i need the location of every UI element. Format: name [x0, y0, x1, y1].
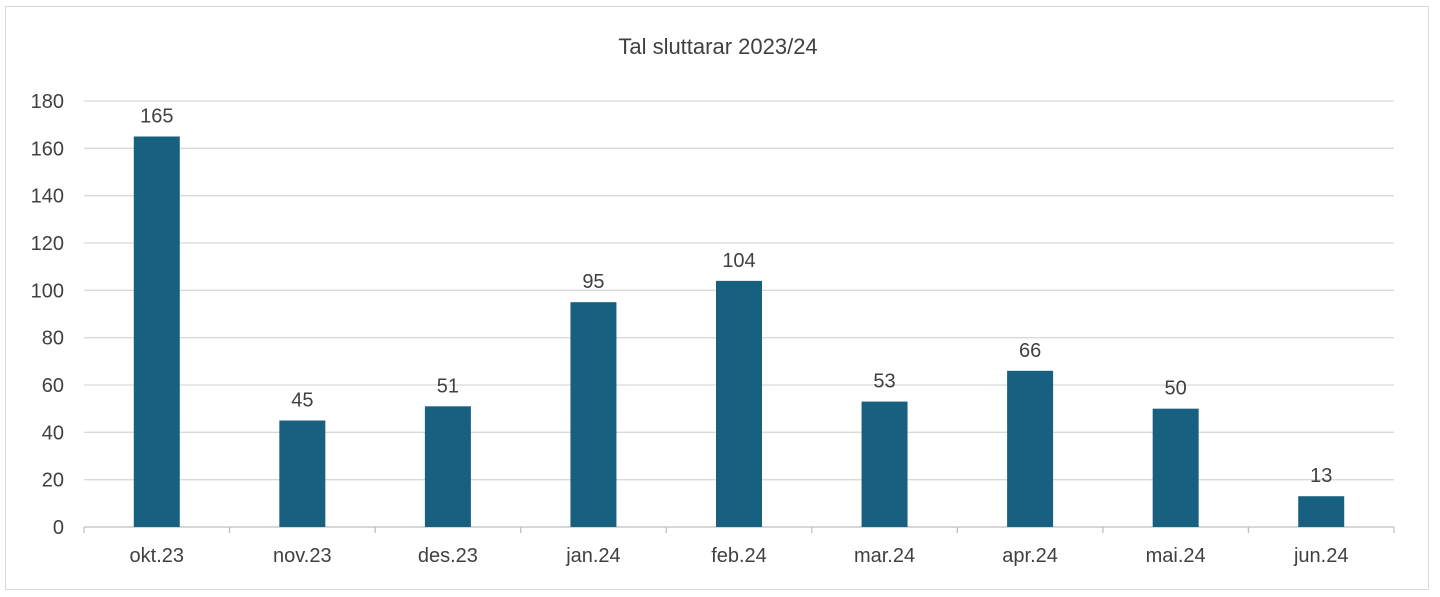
x-tick-label: mar.24	[854, 545, 915, 567]
bar	[1298, 496, 1344, 527]
bar	[1153, 409, 1199, 527]
data-label: 95	[582, 271, 604, 293]
bar	[862, 402, 908, 527]
bar	[279, 421, 325, 528]
y-tick-label: 120	[31, 233, 64, 255]
x-axis	[84, 527, 1394, 533]
data-label: 51	[437, 375, 459, 397]
data-label: 66	[1019, 340, 1041, 362]
x-tick-label: jan.24	[565, 545, 621, 567]
bar	[716, 281, 762, 527]
x-tick-label: okt.23	[130, 545, 184, 567]
y-tick-label: 20	[42, 470, 64, 492]
x-tick-label: mai.24	[1146, 545, 1206, 567]
x-tick-label: feb.24	[711, 545, 767, 567]
y-axis-tick-labels: 0 20 40 60 80 100 120 140 160 180	[31, 91, 64, 539]
x-tick-label: des.23	[418, 545, 478, 567]
y-tick-label: 80	[42, 328, 64, 350]
x-tick-label: jun.24	[1293, 545, 1349, 567]
data-label: 50	[1165, 378, 1187, 400]
bar	[570, 302, 616, 527]
x-tick-label: apr.24	[1002, 545, 1058, 567]
y-tick-label: 140	[31, 186, 64, 208]
chart-title: Tal sluttarar 2023/24	[618, 34, 817, 59]
bar	[134, 137, 180, 528]
y-tick-label: 60	[42, 375, 64, 397]
data-label: 13	[1310, 465, 1332, 487]
y-tick-label: 100	[31, 280, 64, 302]
data-label: 45	[291, 390, 313, 412]
data-label: 165	[140, 106, 173, 128]
x-axis-tick-labels: okt.23 nov.23 des.23 jan.24 feb.24 mar.24 apr.…	[130, 545, 1349, 567]
y-tick-label: 0	[53, 517, 64, 539]
y-tick-label: 180	[31, 91, 64, 113]
data-label: 53	[873, 371, 895, 393]
data-label: 104	[722, 250, 755, 272]
y-tick-label: 40	[42, 422, 64, 444]
bar	[1007, 371, 1053, 527]
x-tick-label: nov.23	[273, 545, 332, 567]
y-tick-label: 160	[31, 138, 64, 160]
bar	[425, 406, 471, 527]
